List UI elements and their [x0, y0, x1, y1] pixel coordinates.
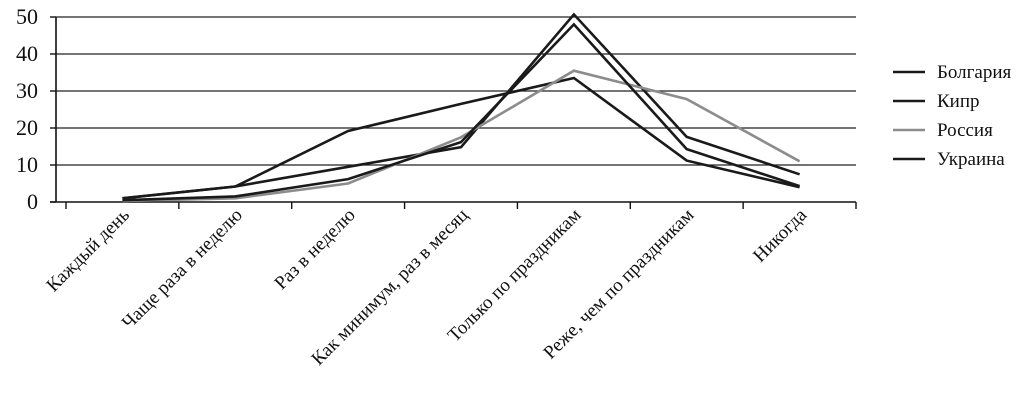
y-tick-label: 50 — [16, 4, 38, 29]
series-line — [122, 69, 801, 203]
y-tick-label: 20 — [16, 115, 38, 140]
series-line — [122, 22, 801, 202]
x-category-label: Раз в неделю — [271, 205, 360, 294]
gridlines — [56, 16, 856, 166]
legend-label: Болгария — [937, 62, 1012, 83]
y-axis-ticks: 0 10 20 30 40 50 — [16, 4, 38, 214]
y-tick-label: 40 — [16, 41, 38, 66]
x-category-label: Никогда — [749, 204, 811, 266]
legend-label: Россия — [937, 120, 993, 141]
y-tick-label: 0 — [27, 189, 38, 214]
legend-label: Кипр — [937, 91, 980, 112]
x-category-label: Каждый день — [43, 204, 135, 296]
y-tick-label: 30 — [16, 78, 38, 103]
series-lines — [122, 12, 801, 203]
axes — [50, 16, 857, 209]
x-category-label: Чаще раза в неделю — [118, 205, 247, 334]
y-tick-label: 10 — [16, 152, 38, 177]
legend-label: Украина — [937, 149, 1005, 170]
series-line — [122, 12, 801, 200]
legend: Болгария Кипр Россия Украина — [893, 62, 1012, 170]
